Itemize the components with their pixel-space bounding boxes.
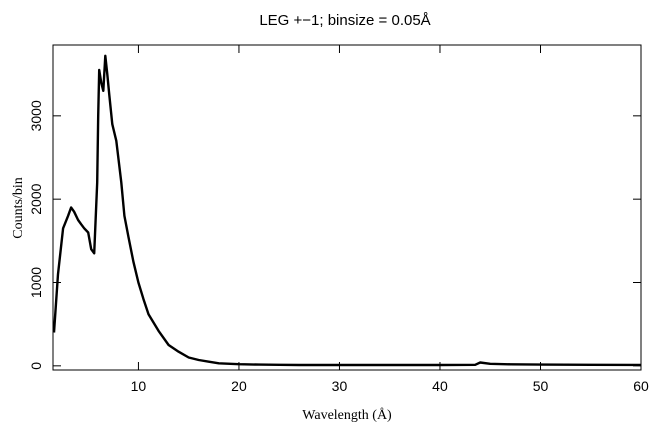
y-tick-label: 3000 xyxy=(28,100,44,131)
x-axis-label: Wavelength (Å) xyxy=(302,407,392,423)
chart-title: LEG +−1; binsize = 0.05Å xyxy=(259,12,430,29)
x-axis: 10 20 30 40 50 60 xyxy=(131,45,649,394)
x-tick-label: 40 xyxy=(432,378,448,394)
x-tick-label: 10 xyxy=(131,378,147,394)
y-tick-label: 2000 xyxy=(28,183,44,214)
y-axis-label: Counts/bin xyxy=(11,177,26,238)
y-axis: 0 1000 2000 3000 xyxy=(28,100,641,370)
spectrum-series-line xyxy=(52,54,642,367)
x-tick-label: 30 xyxy=(332,378,348,394)
x-tick-label: 50 xyxy=(533,378,549,394)
y-tick-label: 0 xyxy=(28,362,44,370)
y-tick-label: 1000 xyxy=(28,267,44,298)
x-tick-label: 20 xyxy=(231,378,247,394)
x-tick-label: 60 xyxy=(633,378,649,394)
plot-frame xyxy=(52,44,642,371)
